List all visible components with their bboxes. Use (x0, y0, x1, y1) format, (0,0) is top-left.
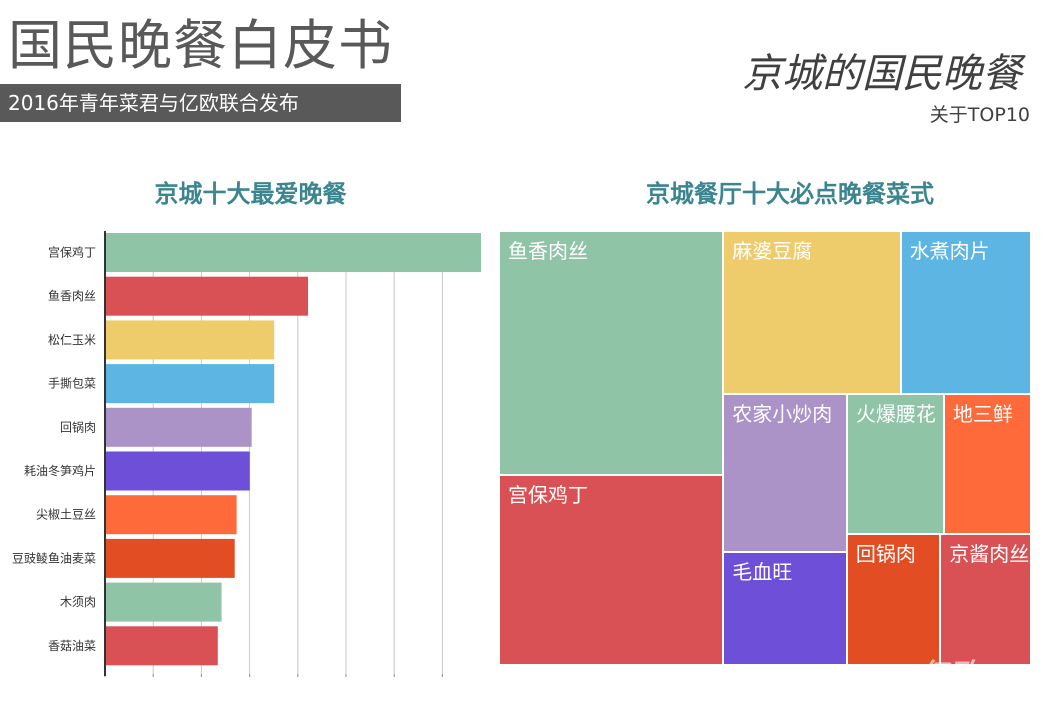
category-label: 松仁玉米 (48, 333, 96, 347)
treemap-tile-label: 水煮肉片 (909, 239, 990, 263)
treemap-chart: 鱼香肉丝宫保鸡丁 麻婆豆腐 水煮肉片农家小炒肉毛血旺 火爆腰花 地三鲜回锅肉 京酱肉丝 (500, 232, 1032, 666)
treemap-tile: 毛血旺 (724, 553, 848, 666)
category-label: 鱼香肉丝 (48, 289, 96, 303)
category-label: 耗油冬笋鸡片 (24, 463, 96, 478)
treemap-tile: 水煮肉片 (901, 232, 1032, 396)
bar (105, 276, 309, 316)
treemap-tile-label: 毛血旺 (732, 560, 793, 585)
section-heading: 京城的国民晚餐 (742, 51, 1022, 97)
treemap-tile-label: 回锅肉 (855, 542, 916, 567)
treemap-tile: 农家小炒肉 (724, 395, 848, 554)
category-label: 宫保鸡丁 (48, 245, 96, 260)
section-subheading: 关于TOP10 (929, 104, 1030, 126)
category-label: 香菇油菜 (48, 639, 96, 653)
category-label: 手撕包菜 (48, 377, 96, 391)
treemap-tile-label: 麻婆豆腐 (732, 239, 813, 263)
treemap-tile-label: 火爆腰花 (855, 402, 936, 427)
treemap-tile-label: 地三鲜 (952, 402, 1013, 427)
treemap-tile: 火爆腰花 (847, 395, 945, 536)
treemap-tile-label: 宫保鸡丁 (508, 483, 588, 508)
bar (105, 364, 275, 404)
bar (105, 451, 250, 491)
treemap-tile: 宫保鸡丁 (500, 476, 725, 666)
treemap-tile: 地三鲜 (944, 395, 1032, 536)
treemap-tile-label: 京酱肉丝 (949, 542, 1030, 567)
treemap-title: 京城餐厅十大必点晚餐菜式 (646, 180, 934, 208)
bar (105, 320, 275, 360)
category-label: 尖椒土豆丝 (36, 508, 96, 522)
subtitle-banner: 2016年青年菜君与亿欧联合发布 (0, 84, 401, 122)
bar (105, 407, 252, 447)
treemap-tile-label: 鱼香肉丝 (508, 239, 588, 263)
category-label: 豆豉鲮鱼油麦菜 (12, 551, 96, 565)
category-label: 木须肉 (60, 595, 96, 609)
bar-chart-title: 京城十大最爱晚餐 (154, 180, 347, 208)
bar (105, 626, 218, 666)
treemap-tile: 京酱肉丝 (941, 535, 1032, 666)
category-label: 回锅肉 (60, 419, 96, 434)
bar (105, 233, 481, 272)
treemap-tile: 回锅肉 (847, 535, 942, 666)
treemap-tile: 麻婆豆腐 (724, 232, 902, 396)
bar-chart: 宫保鸡丁鱼香肉丝松仁玉米手撕包菜回锅肉耗油冬笋鸡片尖椒土豆丝豆豉鲮鱼油麦菜木须肉… (12, 231, 481, 677)
treemap-tile-label: 农家小炒肉 (732, 402, 833, 427)
treemap-tile: 鱼香肉丝 (500, 232, 725, 477)
bar (105, 538, 235, 578)
subtitle-text: 2016年青年菜君与亿欧联合发布 (8, 91, 299, 115)
watermark-logo: 亿欧 (918, 658, 978, 693)
bar (105, 495, 237, 535)
report-title: 国民晚餐白皮书 (8, 14, 393, 77)
bar (105, 582, 222, 622)
